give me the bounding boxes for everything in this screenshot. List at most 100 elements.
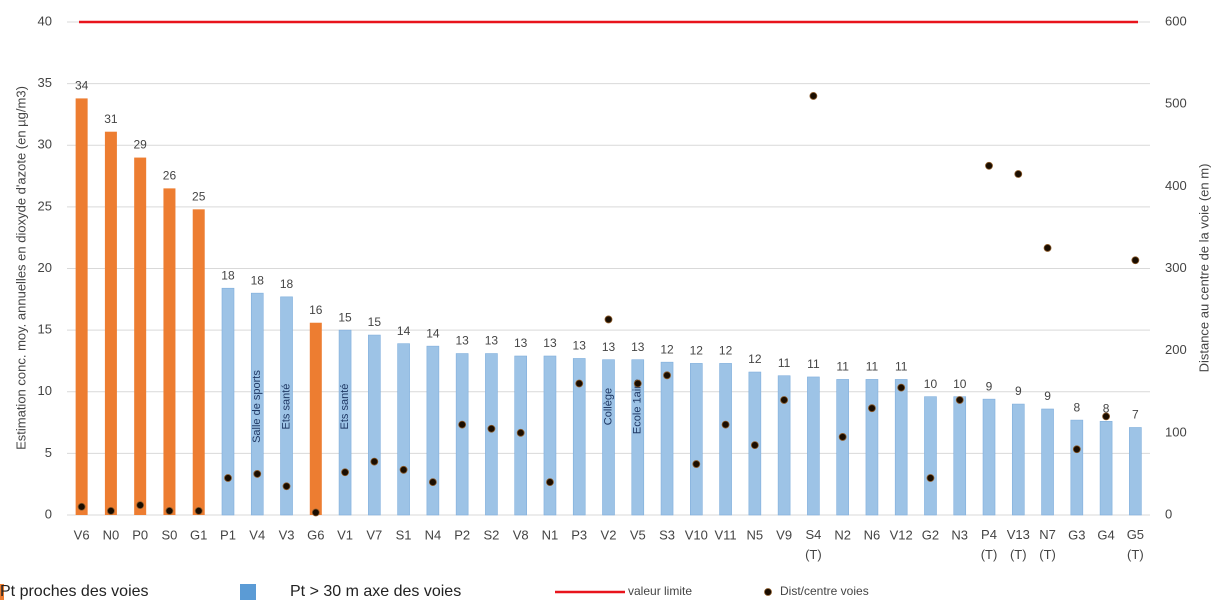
bar xyxy=(1129,427,1142,516)
x-tick-label: V11 xyxy=(714,527,736,542)
bar xyxy=(777,375,791,516)
data-label: 8 xyxy=(1103,402,1110,416)
legend-label: valeur limite xyxy=(628,584,692,598)
x-tick-label: V4 xyxy=(249,527,265,542)
bar xyxy=(836,379,849,516)
bar xyxy=(807,376,820,516)
bar xyxy=(1011,403,1025,516)
x-tick-label: V7 xyxy=(366,527,382,542)
x-tick-label: N5 xyxy=(747,527,764,542)
x-tick-label: P3 xyxy=(571,527,587,542)
x-tick-label: P2 xyxy=(454,527,470,542)
x-tick-label: V9 xyxy=(776,527,792,542)
bar xyxy=(631,359,645,516)
bar xyxy=(982,398,996,516)
dot xyxy=(194,506,203,515)
dot xyxy=(633,379,642,388)
x-tick-label: V6 xyxy=(74,527,90,542)
data-label: 18 xyxy=(251,273,265,287)
legend-label: Dist/centre voies xyxy=(780,584,869,598)
data-label: 9 xyxy=(1015,384,1022,398)
x-tick-label: G3 xyxy=(1068,527,1085,542)
bar xyxy=(865,379,879,516)
dot xyxy=(926,474,935,482)
dot xyxy=(838,433,847,441)
x-tick-label: G1 xyxy=(190,527,207,542)
x-tick-label: V13 (T) xyxy=(1007,527,1030,562)
dot xyxy=(136,501,145,510)
y-tick-label: 15 xyxy=(38,322,52,337)
x-tick-label: V10 xyxy=(685,527,708,542)
bar xyxy=(485,353,498,516)
y2-tick-label: 400 xyxy=(1165,178,1187,193)
y-tick-label: 25 xyxy=(38,198,52,213)
y-tick-label: 0 xyxy=(45,506,52,521)
bar xyxy=(163,188,176,515)
y-axis-label: Estimation conc. moy. annuelles en dioxy… xyxy=(13,86,28,450)
data-label: 11 xyxy=(807,357,820,371)
y2-tick-label: 600 xyxy=(1165,13,1187,28)
y2-tick-label: 200 xyxy=(1165,342,1187,357)
x-tick-label: N2 xyxy=(834,527,851,542)
data-label: 15 xyxy=(338,310,352,324)
dot xyxy=(897,383,906,392)
x-tick-label: V2 xyxy=(601,527,617,542)
bar xyxy=(1099,421,1113,516)
dot xyxy=(516,428,525,437)
x-tick-label: S4 (T) xyxy=(805,527,822,562)
bar-annotation: Salle de sports xyxy=(251,370,263,443)
data-label: 13 xyxy=(485,334,499,348)
data-label: 13 xyxy=(602,340,616,354)
data-label: 11 xyxy=(866,360,879,374)
data-label: 8 xyxy=(1073,400,1080,414)
bar xyxy=(602,359,615,516)
data-label: 29 xyxy=(133,138,147,152)
dot xyxy=(165,506,174,515)
x-tick-label: V12 xyxy=(890,527,913,542)
bar-annotation: Ets santé xyxy=(339,384,351,430)
dot xyxy=(575,379,584,388)
legend-swatch xyxy=(764,588,772,596)
legend-label: Pt proches des voies xyxy=(0,583,149,600)
x-tick-label: G6 xyxy=(307,527,324,542)
x-tick-label: S0 xyxy=(161,527,177,542)
x-tick-label: G5 (T) xyxy=(1127,527,1144,562)
data-label: 25 xyxy=(192,190,206,204)
bar xyxy=(953,396,967,516)
dot xyxy=(1102,412,1110,421)
dot xyxy=(955,396,964,404)
dot xyxy=(692,460,701,468)
dot xyxy=(604,315,613,324)
data-label: 10 xyxy=(924,377,938,391)
x-tick-label: N7 (T) xyxy=(1039,527,1056,562)
bar xyxy=(338,329,352,516)
dot xyxy=(311,508,320,517)
bar xyxy=(221,287,235,516)
data-label: 12 xyxy=(719,344,733,358)
bar xyxy=(660,361,674,516)
data-label: 31 xyxy=(104,112,118,126)
data-label: 11 xyxy=(836,360,849,374)
dot xyxy=(253,470,262,478)
x-tick-label: N0 xyxy=(103,527,120,542)
legend-swatch xyxy=(0,584,4,600)
data-label: 13 xyxy=(543,336,557,350)
x-tick-label: V1 xyxy=(337,527,353,542)
data-label: 7 xyxy=(1132,408,1139,422)
data-label: 13 xyxy=(631,340,645,354)
y2-tick-label: 300 xyxy=(1165,260,1187,275)
dot xyxy=(1072,445,1081,454)
bar xyxy=(924,396,937,516)
data-label: 10 xyxy=(953,377,967,391)
bar xyxy=(719,363,732,516)
bar xyxy=(75,98,88,515)
data-label: 9 xyxy=(986,379,993,393)
data-label: 16 xyxy=(309,303,323,317)
dot xyxy=(399,465,408,474)
y2-tick-label: 0 xyxy=(1165,506,1172,521)
x-tick-label: V8 xyxy=(513,527,529,542)
bar xyxy=(280,296,293,516)
bar xyxy=(572,358,586,516)
bar xyxy=(134,157,147,515)
x-tick-label: S2 xyxy=(483,527,499,542)
